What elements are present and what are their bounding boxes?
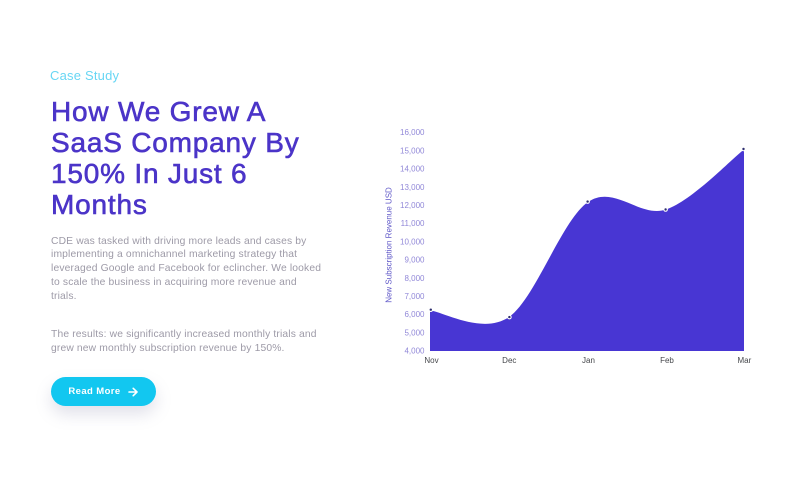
svg-text:7,000: 7,000 bbox=[404, 292, 425, 301]
svg-text:Nov: Nov bbox=[424, 356, 438, 365]
svg-text:13,000: 13,000 bbox=[400, 183, 425, 192]
svg-text:9,000: 9,000 bbox=[404, 256, 425, 265]
svg-text:5,000: 5,000 bbox=[404, 328, 425, 337]
svg-text:12,000: 12,000 bbox=[400, 201, 425, 210]
svg-text:14,000: 14,000 bbox=[400, 165, 425, 174]
svg-text:Dec: Dec bbox=[502, 356, 516, 365]
svg-text:Mar: Mar bbox=[738, 356, 752, 365]
svg-text:Jan: Jan bbox=[582, 356, 595, 365]
svg-text:8,000: 8,000 bbox=[404, 274, 425, 283]
svg-text:15,000: 15,000 bbox=[400, 146, 425, 155]
svg-text:4,000: 4,000 bbox=[404, 347, 425, 356]
svg-text:Feb: Feb bbox=[660, 356, 674, 365]
svg-text:10,000: 10,000 bbox=[400, 237, 425, 246]
svg-text:11,000: 11,000 bbox=[401, 219, 425, 228]
svg-text:16,000: 16,000 bbox=[400, 128, 425, 137]
svg-text:6,000: 6,000 bbox=[404, 310, 425, 319]
svg-text:New Subscription Revenue USD: New Subscription Revenue USD bbox=[385, 187, 394, 303]
